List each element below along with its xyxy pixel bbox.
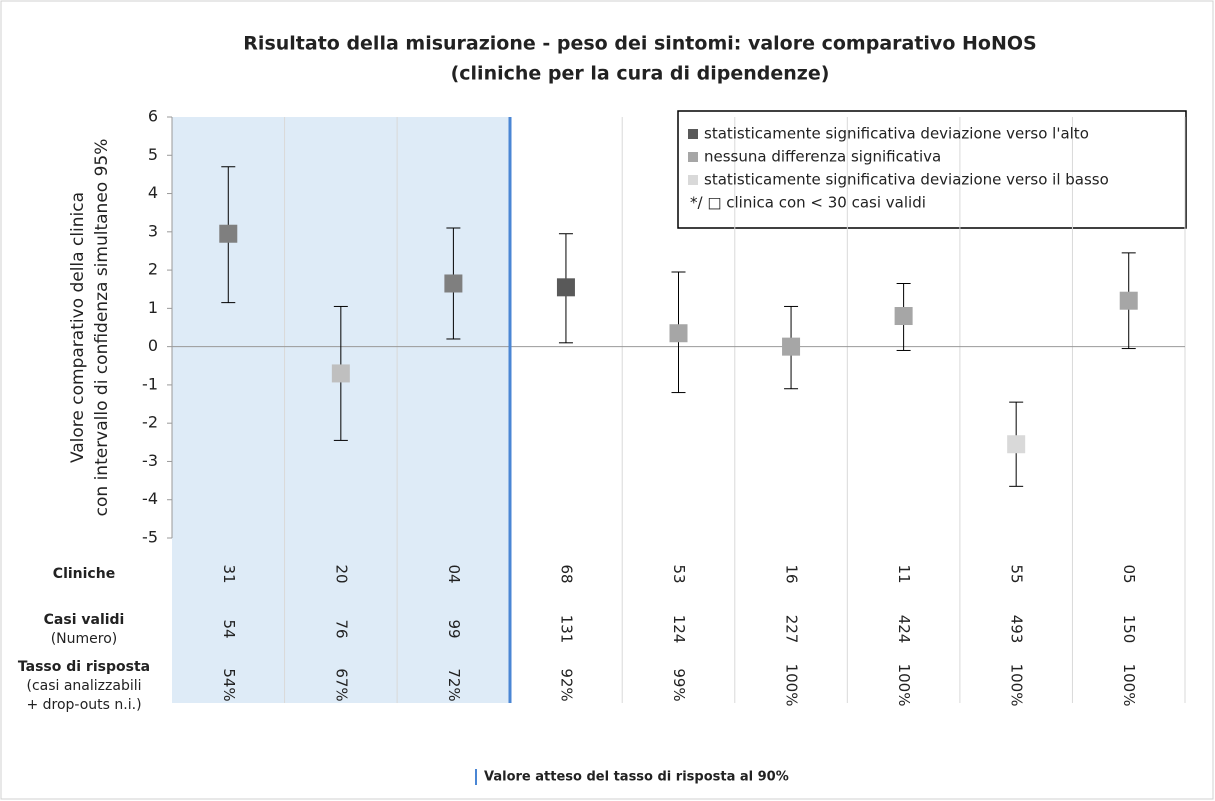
table-cell: 99%	[670, 668, 688, 701]
table-cell: 67%	[332, 668, 350, 701]
y-tick-label: 1	[148, 298, 158, 317]
legend-label: nessuna differenza significativa	[704, 148, 941, 166]
table-cell: 92%	[557, 668, 575, 701]
table-cell: 124	[670, 615, 688, 644]
legend-label: */ □ clinica con < 30 casi validi	[690, 194, 926, 212]
point	[1007, 435, 1026, 454]
row-label: Casi validi	[44, 612, 125, 628]
table-cell: 04	[445, 564, 463, 583]
legend-box	[677, 110, 1187, 229]
point	[331, 364, 350, 383]
row-label: Cliniche	[53, 566, 115, 582]
row-label: (casi analizzabili	[26, 678, 141, 694]
table-cell: 20	[332, 564, 350, 583]
y-tick-label: -1	[142, 374, 158, 393]
table-cell: 54	[220, 619, 238, 638]
chart-title: (cliniche per la cura di dipendenze)	[451, 63, 830, 85]
point	[782, 337, 801, 356]
table-cell: 100%	[1120, 664, 1138, 707]
y-tick-label: 6	[148, 107, 158, 126]
y-axis-label: Valore comparativo della clinica	[68, 192, 88, 463]
table-cell: 05	[1120, 564, 1138, 583]
row-label: + drop-outs n.i.)	[26, 697, 141, 713]
y-tick-label: 0	[148, 336, 158, 355]
legend-swatch	[688, 152, 698, 162]
table-cell: 31	[220, 564, 238, 583]
table-cell: 11	[895, 564, 913, 583]
y-tick-label: -4	[142, 489, 158, 508]
table-cell: 54%	[220, 668, 238, 701]
y-tick-label: -5	[142, 528, 158, 547]
table-cell: 493	[1008, 615, 1026, 644]
legend-label: statisticamente significativa deviazione…	[704, 171, 1109, 189]
table-cell: 131	[557, 615, 575, 644]
table-cell: 55	[1008, 564, 1026, 583]
y-axis-label: con intervallo di confidenza simultaneo …	[92, 139, 112, 517]
point	[669, 324, 688, 343]
y-tick-label: 3	[148, 221, 158, 240]
y-tick-label: 5	[148, 145, 158, 164]
row-label: Tasso di risposta	[18, 659, 150, 675]
table-cell: 76	[332, 619, 350, 638]
table-cell: 150	[1120, 615, 1138, 644]
table-cell: 53	[670, 564, 688, 583]
row-label: (Numero)	[51, 631, 118, 647]
table-cell: 68	[557, 564, 575, 583]
table-cell: 99	[445, 619, 463, 638]
y-tick-label: 2	[148, 260, 158, 279]
legend-swatch	[688, 129, 698, 139]
point	[1119, 291, 1138, 310]
footnote: Valore atteso del tasso di risposta al 9…	[484, 770, 789, 785]
table-cell: 227	[783, 615, 801, 644]
table-cell: 100%	[1008, 664, 1026, 707]
point	[894, 307, 913, 326]
table-cell: 424	[895, 615, 913, 644]
legend-label: statisticamente significativa deviazione…	[704, 125, 1089, 143]
chart-title: Risultato della misurazione - peso dei s…	[243, 33, 1036, 55]
table-cell: 100%	[895, 664, 913, 707]
point	[556, 278, 575, 297]
y-tick-label: -2	[142, 413, 158, 432]
table-cell: 72%	[445, 668, 463, 701]
point	[219, 224, 238, 243]
table-cell: 16	[783, 564, 801, 583]
y-tick-label: -3	[142, 451, 158, 470]
point	[444, 274, 463, 293]
table-cell: 100%	[783, 664, 801, 707]
y-tick-label: 4	[148, 183, 158, 202]
legend-swatch	[688, 175, 698, 185]
